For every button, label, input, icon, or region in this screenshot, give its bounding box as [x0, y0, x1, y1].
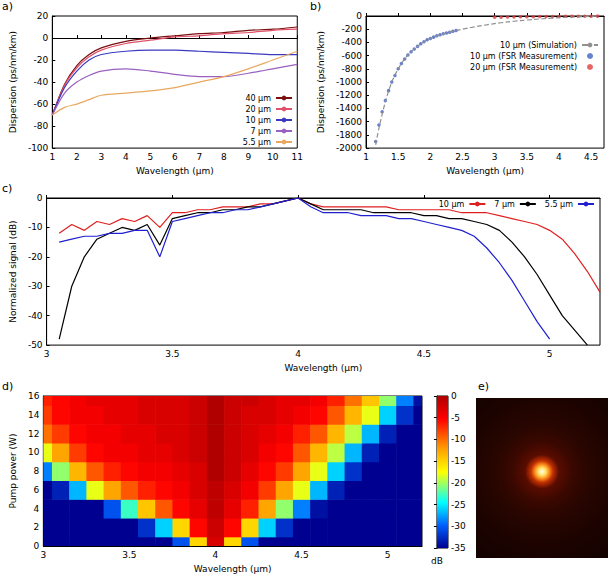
svg-text:4: 4 [295, 349, 301, 359]
svg-text:0: 0 [451, 391, 457, 401]
html-text:b): b) [310, 0, 322, 13]
svg-text:-100: -100 [28, 143, 49, 153]
svg-text:Dispersion (ps/nm/km): Dispersion (ps/nm/km) [316, 31, 326, 133]
svg-text:2: 2 [34, 522, 40, 532]
svg-text:-1400: -1400 [336, 103, 362, 113]
svg-text:4: 4 [123, 152, 129, 162]
svg-text:1: 1 [363, 152, 369, 162]
svg-text:3: 3 [98, 152, 104, 162]
svg-text:20 µm (FSR Measurement): 20 µm (FSR Measurement) [470, 63, 577, 72]
svg-text:3: 3 [44, 349, 50, 359]
svg-text:7: 7 [196, 152, 202, 162]
svg-text:Wavelength (µm): Wavelength (µm) [284, 363, 362, 373]
svg-text:-40: -40 [34, 77, 49, 87]
svg-text:6: 6 [172, 152, 178, 162]
svg-text:-20: -20 [451, 478, 466, 488]
svg-text:-400: -400 [342, 37, 363, 47]
svg-text:1.5: 1.5 [391, 152, 405, 162]
svg-text:-1800: -1800 [336, 130, 362, 140]
svg-text:8: 8 [34, 466, 40, 476]
svg-text:-30: -30 [451, 521, 466, 531]
svg-text:-60: -60 [34, 99, 49, 109]
svg-text:7 µm: 7 µm [250, 127, 271, 136]
svg-text:-50: -50 [28, 340, 43, 350]
svg-text:-800: -800 [342, 64, 363, 74]
svg-text:8: 8 [221, 152, 227, 162]
svg-text:1: 1 [49, 152, 55, 162]
svg-text:-10: -10 [451, 434, 466, 444]
svg-text:-1000: -1000 [336, 77, 362, 87]
svg-text:-30: -30 [28, 281, 43, 291]
svg-text:4: 4 [34, 504, 40, 514]
svg-text:-25: -25 [451, 500, 466, 510]
svg-text:Wavelength (µm): Wavelength (µm) [136, 166, 214, 176]
svg-text:2: 2 [427, 152, 433, 162]
svg-text:4.5: 4.5 [584, 152, 598, 162]
svg-text:5.5 µm: 5.5 µm [243, 138, 271, 147]
svg-text:-2000: -2000 [336, 143, 362, 153]
svg-text:7 µm: 7 µm [494, 200, 515, 209]
svg-text:-5: -5 [451, 413, 460, 423]
html-text:c): c) [2, 182, 13, 195]
svg-text:6: 6 [34, 485, 40, 495]
svg-text:16: 16 [28, 391, 40, 401]
svg-text:0: 0 [34, 541, 40, 551]
svg-text:-20: -20 [34, 55, 49, 65]
svg-text:0: 0 [37, 193, 43, 203]
html-text:e): e) [478, 380, 490, 393]
svg-text:10 µm (Simulation): 10 µm (Simulation) [500, 41, 577, 50]
svg-text:Pump power (W): Pump power (W) [8, 434, 18, 509]
svg-text:-10: -10 [28, 222, 43, 232]
svg-text:9: 9 [245, 152, 251, 162]
svg-text:-35: -35 [451, 543, 466, 553]
svg-text:-200: -200 [342, 24, 363, 34]
svg-text:12: 12 [28, 429, 39, 439]
svg-text:10 µm: 10 µm [245, 116, 271, 125]
svg-text:-15: -15 [451, 456, 466, 466]
svg-text:2.5: 2.5 [455, 152, 469, 162]
svg-text:0: 0 [43, 33, 49, 43]
svg-text:dB: dB [431, 556, 443, 566]
svg-text:-20: -20 [28, 252, 43, 262]
svg-text:11: 11 [292, 152, 303, 162]
html-text:d): d) [2, 380, 14, 393]
svg-text:4: 4 [556, 152, 562, 162]
svg-text:-600: -600 [342, 51, 363, 61]
svg-text:Normalized signal (dB): Normalized signal (dB) [8, 220, 18, 322]
svg-text:5: 5 [385, 550, 391, 560]
svg-text:0: 0 [356, 11, 362, 21]
svg-text:10 µm: 10 µm [439, 200, 465, 209]
svg-text:-40: -40 [28, 311, 43, 321]
svg-text:5: 5 [147, 152, 153, 162]
svg-text:3.5: 3.5 [165, 349, 179, 359]
svg-text:Wavelength (µm): Wavelength (µm) [194, 564, 272, 574]
svg-text:Dispersion (ps/nm/km): Dispersion (ps/nm/km) [8, 31, 18, 133]
svg-text:20 µm: 20 µm [245, 105, 271, 114]
svg-text:4: 4 [213, 550, 219, 560]
svg-text:3.5: 3.5 [520, 152, 534, 162]
svg-text:5.5 µm: 5.5 µm [545, 200, 573, 209]
svg-text:4.5: 4.5 [294, 550, 308, 560]
svg-text:5: 5 [547, 349, 553, 359]
svg-text:3.5: 3.5 [122, 550, 136, 560]
svg-text:40 µm: 40 µm [245, 94, 271, 103]
svg-text:-1600: -1600 [336, 117, 362, 127]
html-text:a): a) [2, 0, 13, 13]
svg-text:3: 3 [492, 152, 498, 162]
svg-text:14: 14 [28, 410, 40, 420]
svg-text:20: 20 [37, 11, 49, 21]
svg-text:3: 3 [40, 550, 46, 560]
svg-text:10 µm (FSR Measurement): 10 µm (FSR Measurement) [470, 52, 577, 61]
svg-text:4.5: 4.5 [417, 349, 431, 359]
svg-text:Wavelength (µm): Wavelength (µm) [446, 166, 524, 176]
svg-text:2: 2 [74, 152, 80, 162]
svg-text:10: 10 [267, 152, 279, 162]
svg-text:-1200: -1200 [336, 90, 362, 100]
svg-text:-80: -80 [34, 121, 49, 131]
svg-text:10: 10 [28, 447, 40, 457]
